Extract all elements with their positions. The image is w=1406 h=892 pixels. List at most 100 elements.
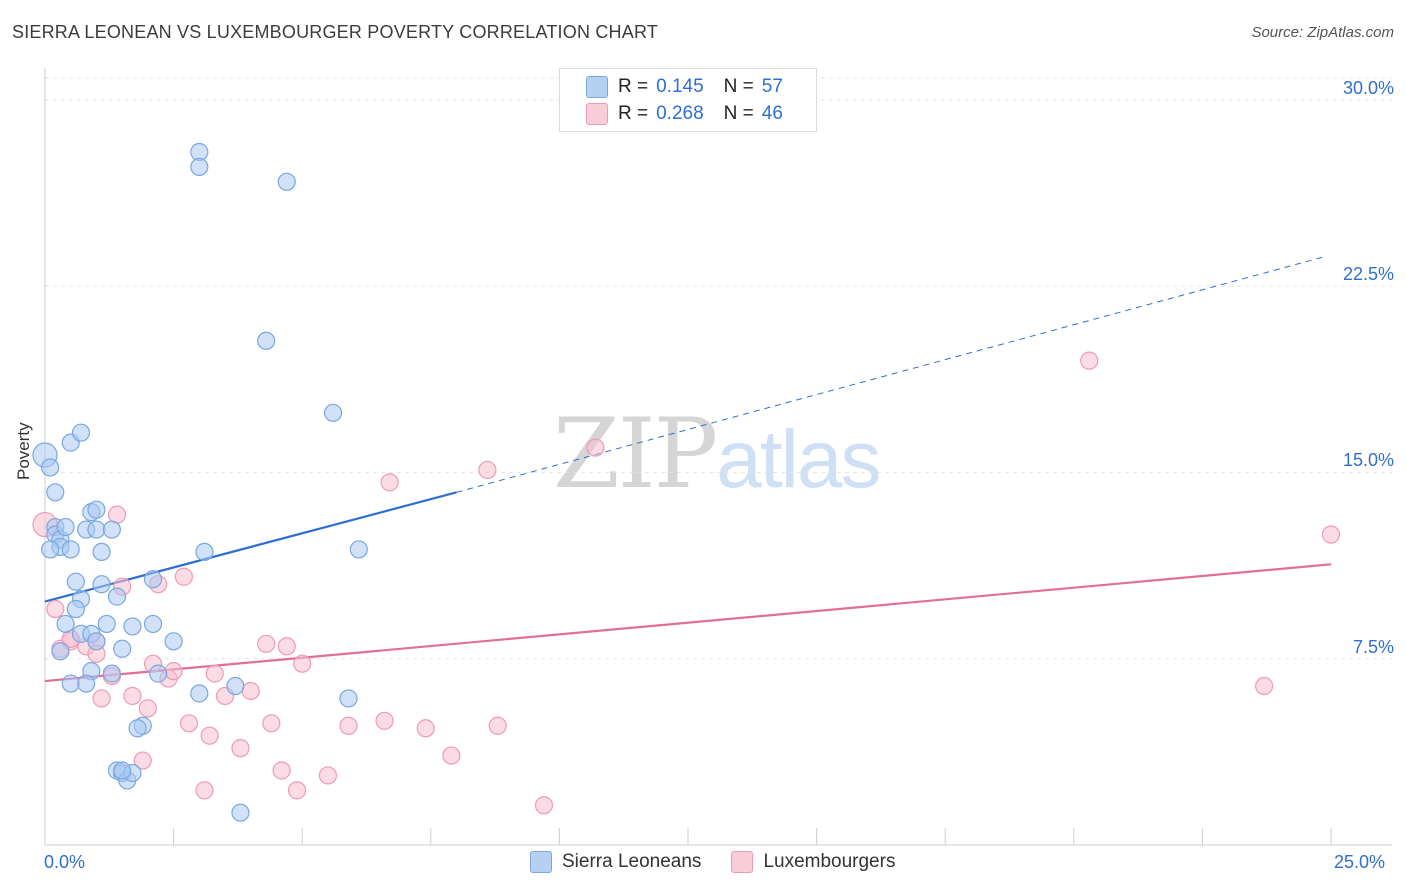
luxembourger-point: [339, 716, 358, 735]
pink-swatch: [586, 103, 608, 125]
series-legend: Sierra Leoneans Luxembourgers: [530, 851, 925, 873]
luxembourger-point: [1080, 351, 1099, 370]
luxembourger-point: [123, 686, 142, 706]
sierra-leonean-point: [51, 642, 70, 661]
legend-n-label: N =: [723, 76, 754, 97]
sierra-leonean-point: [277, 172, 296, 191]
luxembourger-point: [380, 473, 399, 492]
source-label: Source: ZipAtlas.com: [1251, 24, 1394, 41]
legend-n-label: N =: [723, 103, 754, 124]
sierra-leonean-point: [92, 542, 111, 562]
luxembourger-point: [133, 751, 152, 770]
sierra-leonean-point: [87, 520, 106, 539]
sierra-leonean-point: [123, 617, 142, 636]
sierra-leonean-point: [61, 540, 80, 559]
sierra-leonean-point: [61, 674, 80, 693]
luxembourger-point: [478, 460, 497, 480]
trend-line-extension-sierra-leoneans: [456, 255, 1326, 493]
luxembourger-point: [231, 739, 250, 758]
sierra-leonean-point: [190, 684, 209, 703]
sierra-leonean-point: [77, 674, 96, 693]
sierra-leonean-point: [56, 614, 75, 634]
luxembourger-point: [318, 766, 338, 785]
luxembourger-point: [293, 654, 312, 673]
y-tick-label: 7.5%: [1352, 636, 1394, 657]
axes: [44, 68, 1392, 846]
legend-row-luxembourgers: R = 0.268 N = 46: [586, 101, 783, 127]
trend-line-luxembourgers: [44, 563, 1332, 683]
legend-r-value: 0.268: [656, 103, 704, 124]
luxembourger-point: [1321, 525, 1341, 544]
sierra-leonean-point: [128, 719, 147, 738]
legend-label: Sierra Leoneans: [562, 851, 702, 872]
sierra-leonean-point: [41, 540, 60, 559]
sierra-leonean-point: [226, 676, 245, 696]
luxembourger-point: [272, 761, 291, 780]
pink-swatch: [731, 851, 754, 873]
sierra-leonean-point: [113, 639, 132, 658]
sierra-leonean-point: [102, 664, 121, 683]
sierra-leonean-point: [92, 575, 111, 594]
luxembourger-point: [195, 781, 214, 800]
correlation-legend: R = 0.145 N = 57 R = 0.268 N = 46: [559, 68, 817, 132]
sierra-leonean-point: [190, 157, 209, 177]
luxembourger-point: [586, 438, 605, 457]
luxembourger-point: [92, 689, 111, 708]
sierra-leonean-point: [41, 458, 60, 477]
sierra-leonean-point: [107, 587, 127, 606]
luxembourger-point: [179, 714, 199, 733]
legend-label: Luxembourgers: [763, 851, 896, 872]
blue-swatch: [586, 76, 608, 98]
sierra-leonean-point: [257, 331, 276, 350]
watermark: ZIPatlas: [553, 398, 881, 510]
sierra-leonean-point: [349, 540, 368, 559]
legend-item-sierra-leoneans: Sierra Leoneans: [530, 851, 701, 873]
y-tick-label: 15.0%: [1342, 450, 1394, 471]
legend-r-label: R =: [618, 76, 649, 97]
luxembourger-point: [1255, 676, 1274, 696]
luxembourger-point: [375, 711, 394, 730]
sierra-leonean-point: [339, 689, 358, 708]
luxembourger-point: [534, 796, 554, 815]
watermark-zip: ZIP: [553, 398, 718, 510]
luxembourger-point: [262, 714, 281, 733]
luxembourger-point: [138, 699, 157, 718]
sierra-leonean-point: [149, 664, 168, 683]
legend-r-label: R =: [618, 103, 649, 124]
legend-r-value: 0.145: [656, 76, 704, 97]
y-tick-label: 30.0%: [1342, 77, 1394, 98]
y-tick-label: 22.5%: [1342, 264, 1394, 285]
x-tick-label-min: 0.0%: [44, 852, 86, 872]
trend-line-sierra-leoneans: [44, 491, 457, 603]
luxembourger-point: [416, 719, 435, 738]
luxembourger-point: [241, 681, 260, 701]
legend-item-luxembourgers: Luxembourgers: [731, 851, 895, 873]
data-points: [32, 142, 1341, 822]
watermark-atlas: atlas: [716, 414, 881, 505]
luxembourger-point: [442, 746, 461, 765]
trend-lines: [44, 255, 1332, 683]
sierra-leonean-point: [87, 500, 106, 519]
sierra-leonean-point: [102, 520, 121, 539]
sierra-leonean-point: [66, 599, 85, 619]
sierra-leonean-point: [46, 483, 65, 502]
legend-n-value: 57: [761, 76, 783, 97]
luxembourger-point: [257, 634, 276, 653]
y-axis-title: Poverty: [14, 422, 33, 480]
sierra-leonean-point: [195, 542, 214, 562]
grid-lines: [45, 77, 1392, 660]
luxembourger-point: [277, 637, 296, 656]
luxembourger-point: [174, 567, 193, 586]
luxembourger-point: [200, 726, 219, 745]
blue-swatch: [530, 851, 552, 873]
x-tick-label-max: 25.0%: [1334, 852, 1386, 872]
luxembourger-point: [46, 599, 65, 619]
sierra-leonean-point: [323, 403, 343, 422]
luxembourger-point: [488, 716, 507, 735]
sierra-leonean-point: [87, 632, 106, 651]
luxembourger-point: [164, 662, 183, 681]
sierra-leonean-point: [71, 423, 91, 442]
luxembourger-point: [287, 781, 307, 800]
sierra-leonean-point: [113, 761, 132, 780]
